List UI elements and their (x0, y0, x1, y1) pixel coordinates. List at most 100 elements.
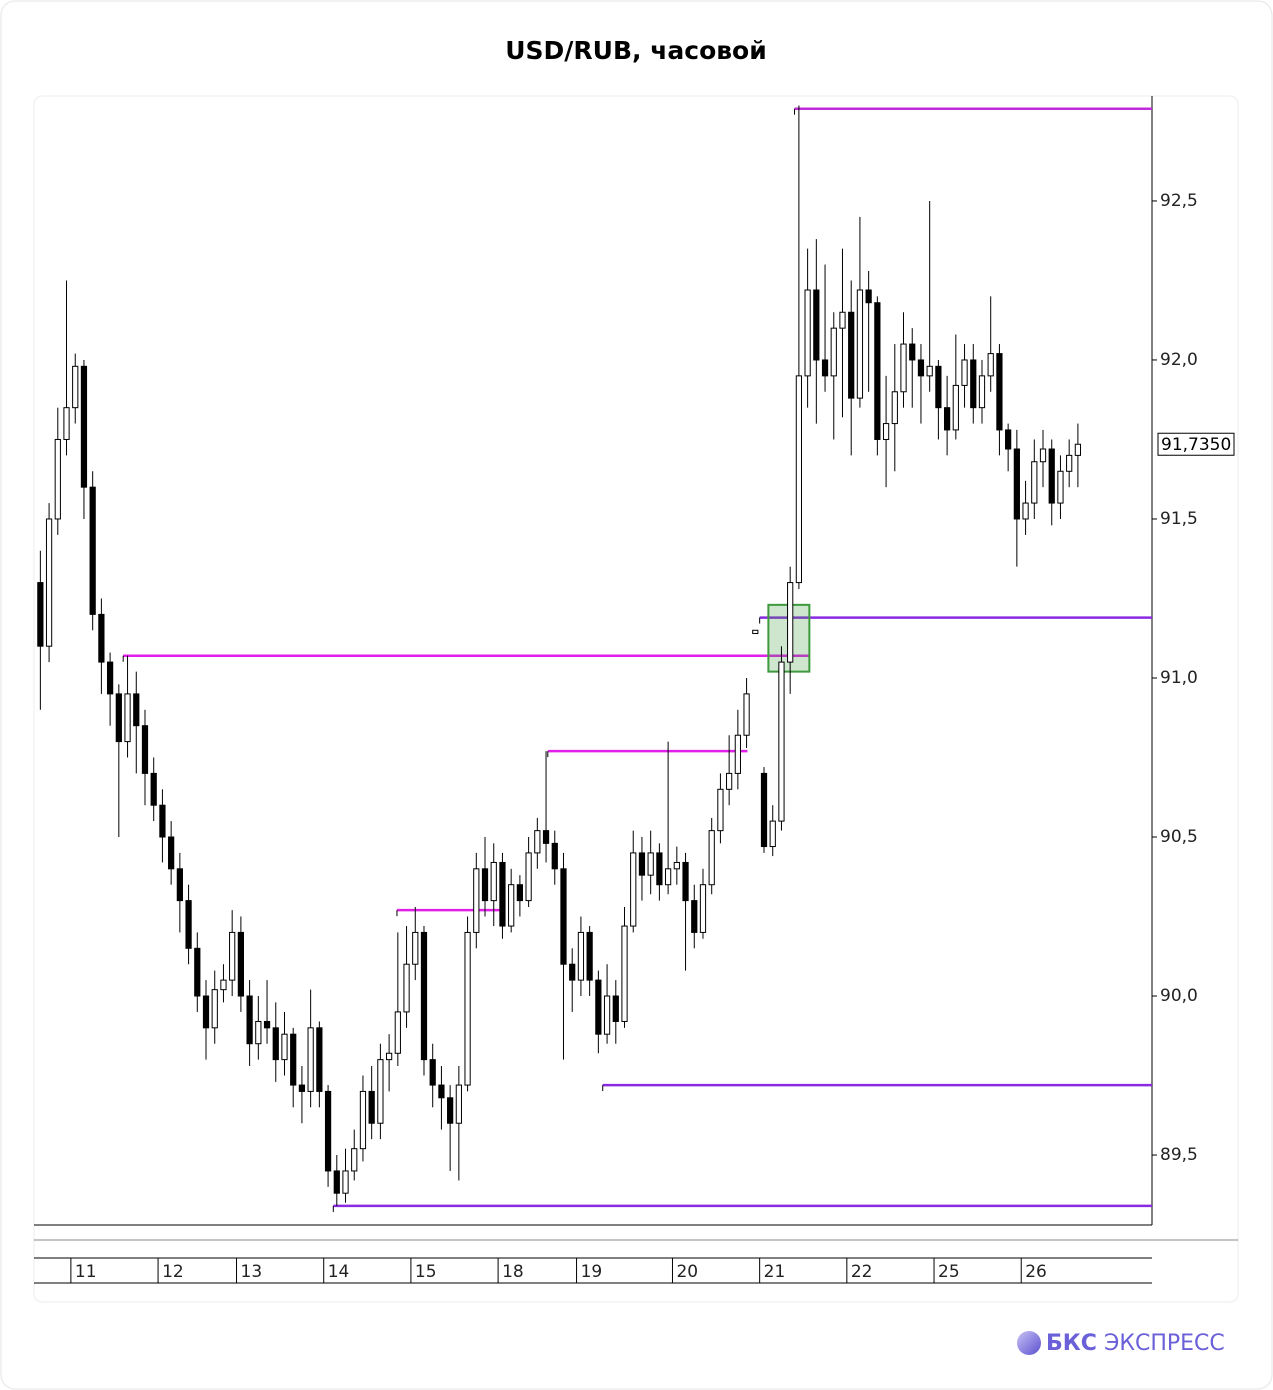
candle-body (874, 302, 881, 440)
candle-body (699, 884, 707, 933)
candle-body (281, 1033, 288, 1061)
candle-body (978, 375, 986, 409)
candle-body (542, 830, 550, 844)
candle-body (961, 359, 968, 386)
candle-body (987, 353, 994, 377)
candle-body (516, 884, 524, 902)
candle-body (133, 693, 140, 727)
candle-body (534, 830, 541, 854)
x-tick-label: 13 (241, 1262, 263, 1282)
candle-body (586, 931, 593, 981)
candle-body (1048, 448, 1055, 504)
candle-body (787, 582, 794, 663)
candle-body (717, 788, 724, 832)
candle-body (525, 852, 532, 902)
candle-body (464, 931, 471, 1086)
y-tick-label: 90,5 (1160, 827, 1198, 847)
candle-body (403, 963, 410, 1013)
candle-body (229, 931, 236, 981)
candle-body (54, 438, 61, 520)
candle-body (909, 343, 916, 361)
candle-body (98, 613, 105, 663)
candle-body (647, 852, 654, 876)
candle-body (377, 1059, 384, 1124)
chart-title: USD/RUB, часовой (505, 36, 767, 65)
x-tick-label: 19 (581, 1262, 603, 1282)
candle-body (970, 359, 977, 409)
last-price-label: 91,7350 (1161, 435, 1231, 455)
candle-body (865, 289, 872, 304)
candle-body (185, 900, 192, 949)
x-tick-label: 25 (938, 1262, 960, 1282)
candle-body (891, 391, 898, 425)
candle-body (412, 931, 419, 965)
candle-body (734, 734, 741, 774)
candle-body (490, 861, 497, 902)
candle-body (420, 931, 428, 1061)
candle-body (72, 365, 79, 409)
candle-body (307, 1027, 314, 1092)
candle-body (743, 693, 750, 736)
candle-body (1005, 429, 1012, 450)
candle-body (769, 820, 776, 848)
candle-body (752, 629, 759, 634)
candle-body (159, 804, 166, 838)
candle-body (952, 384, 959, 431)
candle-body (1039, 448, 1047, 463)
x-tick-label: 14 (328, 1262, 350, 1282)
y-tick-label: 90,0 (1160, 986, 1198, 1006)
x-tick-label: 15 (415, 1262, 437, 1282)
candle-body (839, 311, 846, 329)
candle-body (926, 365, 933, 377)
x-tick-label: 18 (502, 1262, 524, 1282)
candle-body (481, 868, 489, 902)
candle-body (80, 365, 88, 488)
candle-body (1074, 443, 1082, 456)
candle-body (351, 1148, 358, 1172)
candle-body (342, 1170, 349, 1194)
candle-body (115, 693, 122, 743)
candle-body (63, 407, 70, 440)
candle-body (664, 868, 672, 886)
candle-body (551, 842, 558, 870)
candle-body (194, 947, 201, 997)
candle-body (1066, 454, 1073, 472)
candle-body (499, 861, 506, 927)
candle-body (560, 868, 567, 965)
candle-body (447, 1097, 454, 1124)
candle-body (595, 979, 602, 1035)
brand: БКС (1046, 1331, 1097, 1356)
candle-body (324, 1090, 332, 1172)
x-tick-label: 12 (162, 1262, 184, 1282)
candle-body (176, 868, 183, 902)
candle-body (569, 963, 576, 981)
candle-body (1013, 448, 1020, 520)
candle-body (272, 1027, 279, 1061)
candle-body (263, 1020, 271, 1029)
candle-body (37, 582, 44, 647)
candle-body (673, 861, 680, 870)
candle-body (1031, 461, 1038, 504)
candle-body (246, 995, 253, 1045)
candle-body (473, 868, 480, 933)
candle-body (394, 1011, 401, 1054)
candle-body (211, 989, 218, 1029)
y-tick-label: 91,0 (1160, 668, 1198, 688)
candle-body (124, 693, 131, 743)
candle-body (882, 423, 890, 440)
candle-body (438, 1084, 445, 1099)
candle-body (603, 995, 611, 1035)
candle-body (106, 661, 114, 695)
candle-body (359, 1090, 367, 1150)
candle-body (682, 861, 689, 902)
candle-body (141, 725, 149, 774)
candle-body (1022, 502, 1029, 520)
logo (1017, 1331, 1041, 1355)
candle-body (45, 518, 53, 647)
x-tick-label: 20 (676, 1262, 698, 1282)
candle-body (202, 995, 210, 1029)
candle-body (255, 1020, 262, 1045)
candle-body (848, 311, 855, 399)
x-tick-label: 21 (764, 1262, 786, 1282)
candle-body (429, 1059, 436, 1086)
